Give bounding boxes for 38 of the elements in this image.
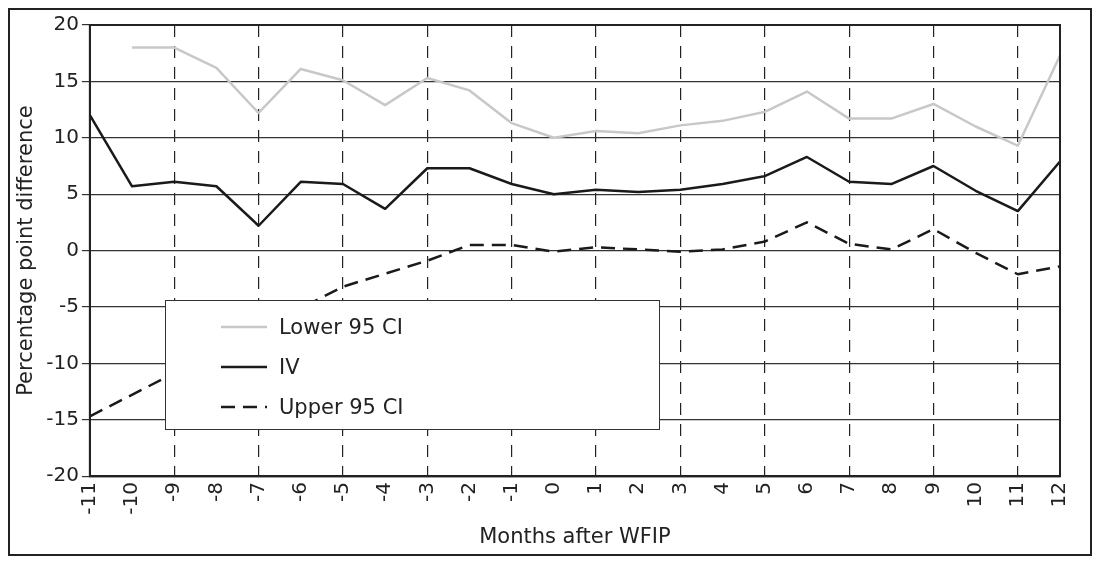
x-tick-label: -11 <box>76 482 101 515</box>
x-tick-label: 5 <box>750 482 775 495</box>
legend-label: IV <box>279 355 300 379</box>
x-tick-label: -9 <box>160 482 185 503</box>
x-tick-label: 11 <box>1004 482 1029 508</box>
x-tick-label: 9 <box>919 482 944 495</box>
x-tick-label: 6 <box>793 482 818 495</box>
x-tick-label: -8 <box>202 482 227 503</box>
legend-label: Upper 95 CI <box>279 395 404 419</box>
x-tick-label: -4 <box>371 482 396 503</box>
x-tick-label: 0 <box>540 482 565 495</box>
y-tick-label: -5 <box>58 293 79 318</box>
y-tick-label: 20 <box>53 11 79 36</box>
x-tick-label: 12 <box>1046 482 1071 508</box>
x-tick-label: 2 <box>624 482 649 495</box>
x-tick-label: -10 <box>118 482 143 515</box>
y-tick-label: -20 <box>46 462 79 487</box>
x-tick-label: 1 <box>582 482 607 495</box>
x-tick-label: 8 <box>877 482 902 495</box>
y-tick-label: 0 <box>66 236 79 261</box>
y-tick-label: 5 <box>66 180 79 205</box>
x-tick-label: -5 <box>329 482 354 503</box>
x-tick-label: 4 <box>708 482 733 495</box>
y-axis-title: Percentage point difference <box>13 105 38 396</box>
y-tick-label: -10 <box>46 349 79 374</box>
x-tick-label: 7 <box>835 482 860 495</box>
x-tick-label: -6 <box>286 482 311 503</box>
x-tick-label: 3 <box>666 482 691 495</box>
x-tick-label: -3 <box>413 482 438 503</box>
legend-label: Lower 95 CI <box>279 315 403 339</box>
x-tick-label: -2 <box>455 482 480 503</box>
x-tick-label: 10 <box>961 482 986 508</box>
x-tick-label: -7 <box>244 482 269 503</box>
x-tick-label: -1 <box>497 482 522 503</box>
y-tick-label: 15 <box>53 67 79 92</box>
y-tick-label: 10 <box>53 123 79 148</box>
y-tick-label: -15 <box>46 405 79 430</box>
x-axis-title: Months after WFIP <box>479 523 671 548</box>
